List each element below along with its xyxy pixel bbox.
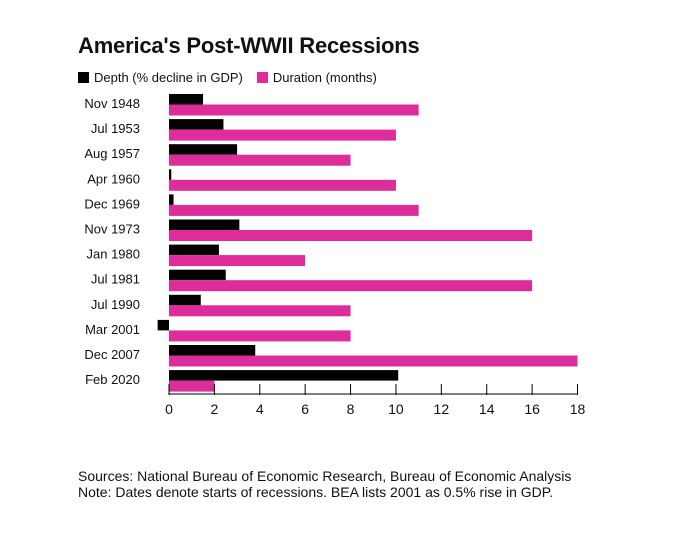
duration-bar	[169, 305, 351, 317]
duration-bar	[169, 179, 396, 191]
x-tick-label: 10	[388, 401, 404, 417]
depth-bar	[169, 244, 219, 256]
x-tick-label: 16	[524, 401, 540, 417]
duration-bar	[169, 280, 533, 292]
duration-bar	[169, 204, 419, 216]
x-axis: 0 2 4 6 8 10 12 14 16 18	[165, 384, 585, 417]
duration-bar	[169, 380, 215, 392]
duration-bar	[169, 330, 351, 342]
sources-text: Sources: National Bureau of Economic Res…	[78, 468, 572, 484]
x-tick-label: 14	[479, 401, 495, 417]
depth-bar	[169, 169, 172, 180]
duration-bar	[169, 104, 419, 116]
category-label: Aug 1957	[84, 146, 140, 161]
x-tick-label: 4	[256, 401, 264, 417]
category-label: Jul 1953	[91, 121, 140, 136]
chart-footer: Sources: National Bureau of Economic Res…	[78, 468, 638, 500]
x-tick-label: 0	[165, 401, 173, 417]
category-labels: Nov 1948 Jul 1953 Aug 1957 Apr 1960 Dec 1969…	[84, 96, 140, 387]
depth-bar	[157, 319, 169, 331]
depth-bar	[169, 370, 399, 381]
x-tick-label: 8	[347, 401, 355, 417]
duration-bar	[169, 255, 306, 267]
depth-bar	[169, 219, 240, 230]
note-text: Note: Dates denote starts of recessions.…	[78, 484, 554, 500]
category-label: Dec 2007	[84, 347, 140, 362]
legend-label-duration: Duration (months)	[272, 70, 377, 85]
legend-label-depth: Depth (% decline in GDP)	[94, 70, 243, 85]
depth-bar	[169, 294, 201, 306]
legend-item-depth: Depth (% decline in GDP)	[78, 70, 243, 85]
category-label: Jul 1981	[91, 272, 140, 287]
chart-title: America's Post-WWII Recessions	[78, 33, 420, 58]
category-label: Jan 1980	[87, 247, 141, 262]
category-label: Jul 1990	[91, 297, 140, 312]
x-tick-label: 12	[434, 401, 450, 417]
depth-bar	[169, 94, 204, 105]
category-label: Apr 1960	[87, 171, 140, 186]
legend-swatch-duration	[256, 72, 268, 83]
category-label: Nov 1973	[84, 222, 140, 237]
category-label: Dec 1969	[84, 196, 140, 211]
legend-item-duration: Duration (months)	[256, 70, 377, 85]
depth-bar	[169, 144, 238, 155]
x-tick-label: 18	[570, 401, 586, 417]
legend-swatch-depth	[78, 72, 89, 83]
duration-bar	[169, 230, 533, 241]
legend: Depth (% decline in GDP) Duration (month…	[78, 70, 391, 85]
x-tick-label: 6	[301, 401, 309, 417]
depth-bar	[169, 194, 174, 205]
duration-bar	[169, 129, 396, 141]
duration-bar	[169, 355, 578, 367]
depth-bar	[169, 119, 224, 130]
category-label: Nov 1948	[84, 96, 140, 111]
depth-bar	[169, 269, 226, 281]
duration-bar	[169, 154, 351, 166]
category-label: Feb 2020	[85, 372, 140, 387]
x-tick-label: 2	[210, 401, 218, 417]
depth-bar	[169, 345, 256, 356]
category-label: Mar 2001	[85, 322, 140, 337]
bars	[157, 94, 578, 392]
